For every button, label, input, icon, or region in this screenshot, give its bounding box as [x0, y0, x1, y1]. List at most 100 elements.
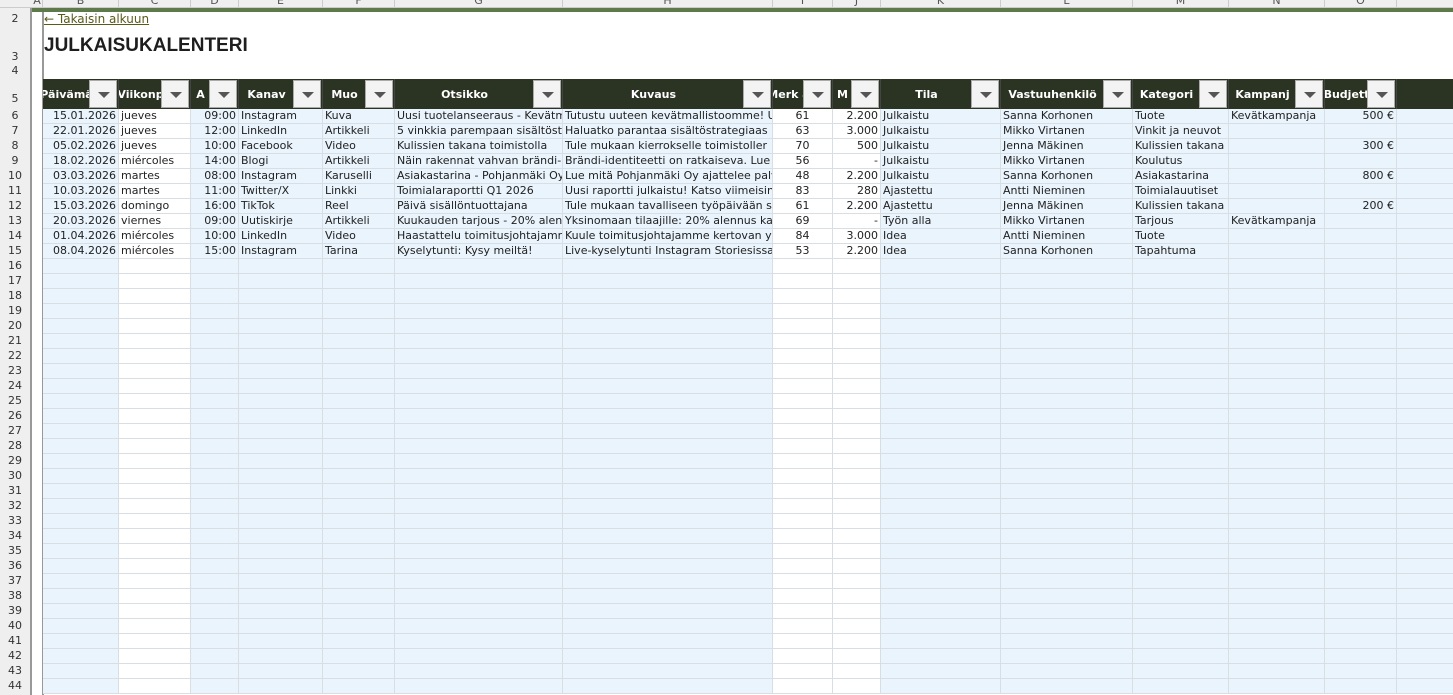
empty-cell[interactable] — [1133, 454, 1229, 469]
empty-cell[interactable] — [1133, 304, 1229, 319]
table-cell[interactable]: Blogi — [239, 154, 323, 169]
empty-cell[interactable] — [563, 379, 773, 394]
row-number[interactable]: 8 — [11, 139, 19, 152]
empty-cell[interactable] — [239, 634, 323, 649]
table-cell[interactable]: 2.200 — [833, 199, 881, 214]
empty-cell[interactable] — [1229, 604, 1325, 619]
empty-cell[interactable] — [191, 454, 239, 469]
empty-cell[interactable] — [1133, 634, 1229, 649]
empty-cell[interactable] — [43, 559, 119, 574]
empty-cell[interactable] — [1229, 379, 1325, 394]
empty-cell[interactable] — [1229, 424, 1325, 439]
back-to-start-link[interactable]: ← Takaisin alkuun — [44, 12, 150, 26]
empty-cell[interactable] — [395, 544, 563, 559]
table-cell[interactable]: Kuukauden tarjous - 20% alenn — [395, 214, 563, 229]
empty-cell[interactable] — [1229, 679, 1325, 694]
empty-cell[interactable] — [323, 319, 395, 334]
empty-cell[interactable] — [773, 664, 833, 679]
empty-cell[interactable] — [395, 319, 563, 334]
empty-cell[interactable] — [119, 364, 191, 379]
empty-cell[interactable] — [191, 574, 239, 589]
table-cell[interactable]: Päivä sisällöntuottajana — [395, 199, 563, 214]
empty-cell[interactable] — [191, 664, 239, 679]
column-letter[interactable]: K — [881, 0, 1001, 7]
table-cell[interactable]: jueves — [119, 109, 191, 124]
empty-cell[interactable] — [563, 259, 773, 274]
empty-cell[interactable] — [239, 319, 323, 334]
empty-cell[interactable] — [1325, 274, 1397, 289]
empty-cell[interactable] — [119, 514, 191, 529]
empty-cell[interactable] — [563, 364, 773, 379]
empty-cell[interactable] — [1229, 634, 1325, 649]
empty-cell[interactable] — [119, 529, 191, 544]
empty-cell[interactable] — [563, 409, 773, 424]
table-cell[interactable]: Tuote — [1133, 109, 1229, 124]
empty-cell[interactable] — [1001, 274, 1133, 289]
empty-cell[interactable] — [1229, 439, 1325, 454]
row-number[interactable]: 36 — [8, 559, 22, 572]
table-cell[interactable]: miércoles — [119, 244, 191, 259]
table-cell[interactable]: Uusi raportti julkaistu! Katso viimeisin — [563, 184, 773, 199]
empty-cell[interactable] — [1133, 319, 1229, 334]
empty-cell[interactable] — [323, 499, 395, 514]
empty-cell[interactable] — [833, 619, 881, 634]
empty-cell[interactable] — [881, 349, 1001, 364]
row-number[interactable]: 3 — [11, 50, 19, 63]
table-cell[interactable] — [1229, 199, 1325, 214]
empty-cell[interactable] — [395, 589, 563, 604]
empty-cell[interactable] — [881, 304, 1001, 319]
empty-cell[interactable] — [119, 409, 191, 424]
empty-cell[interactable] — [395, 499, 563, 514]
row-number[interactable]: 44 — [8, 679, 22, 692]
empty-cell[interactable] — [239, 469, 323, 484]
filter-dropdown-button[interactable] — [803, 80, 831, 108]
empty-cell[interactable] — [191, 394, 239, 409]
empty-cell[interactable] — [833, 334, 881, 349]
empty-cell[interactable] — [119, 454, 191, 469]
empty-cell[interactable] — [1397, 169, 1453, 184]
row-number[interactable]: 29 — [8, 454, 22, 467]
empty-cell[interactable] — [323, 409, 395, 424]
row-number[interactable]: 16 — [8, 259, 22, 272]
row-number[interactable]: 34 — [8, 529, 22, 542]
table-cell[interactable]: jueves — [119, 124, 191, 139]
empty-cell[interactable] — [1397, 514, 1453, 529]
empty-cell[interactable] — [881, 259, 1001, 274]
empty-cell[interactable] — [239, 529, 323, 544]
empty-cell[interactable] — [323, 604, 395, 619]
empty-cell[interactable] — [1397, 334, 1453, 349]
table-cell[interactable]: Julkaistu — [881, 109, 1001, 124]
empty-cell[interactable] — [1133, 604, 1229, 619]
empty-cell[interactable] — [1325, 529, 1397, 544]
empty-cell[interactable] — [563, 289, 773, 304]
row-number[interactable]: 27 — [8, 424, 22, 437]
empty-cell[interactable] — [773, 349, 833, 364]
empty-cell[interactable] — [43, 544, 119, 559]
empty-cell[interactable] — [1229, 274, 1325, 289]
table-cell[interactable]: Mikko Virtanen — [1001, 124, 1133, 139]
empty-cell[interactable] — [191, 349, 239, 364]
table-cell[interactable]: Kulissien takana toimistolla — [395, 139, 563, 154]
empty-cell[interactable] — [1397, 529, 1453, 544]
empty-cell[interactable] — [563, 574, 773, 589]
empty-cell[interactable] — [1397, 319, 1453, 334]
empty-cell[interactable] — [1001, 424, 1133, 439]
table-cell[interactable]: Toimialauutiset — [1133, 184, 1229, 199]
empty-cell[interactable] — [881, 394, 1001, 409]
column-letter[interactable]: C — [119, 0, 191, 7]
table-cell[interactable]: 3.000 — [833, 229, 881, 244]
table-cell[interactable]: Twitter/X — [239, 184, 323, 199]
empty-cell[interactable] — [881, 619, 1001, 634]
row-number[interactable]: 2 — [11, 12, 19, 25]
table-cell[interactable]: Kuva — [323, 109, 395, 124]
table-cell[interactable] — [1229, 229, 1325, 244]
empty-cell[interactable] — [119, 349, 191, 364]
table-cell[interactable]: Tule mukaan kierrokselle toimistoller — [563, 139, 773, 154]
table-cell[interactable]: Haastattelu toimitusjohtajamm — [395, 229, 563, 244]
empty-cell[interactable] — [563, 454, 773, 469]
empty-cell[interactable] — [1001, 454, 1133, 469]
empty-cell[interactable] — [563, 604, 773, 619]
empty-cell[interactable] — [1325, 664, 1397, 679]
empty-cell[interactable] — [191, 589, 239, 604]
table-cell[interactable] — [1229, 124, 1325, 139]
